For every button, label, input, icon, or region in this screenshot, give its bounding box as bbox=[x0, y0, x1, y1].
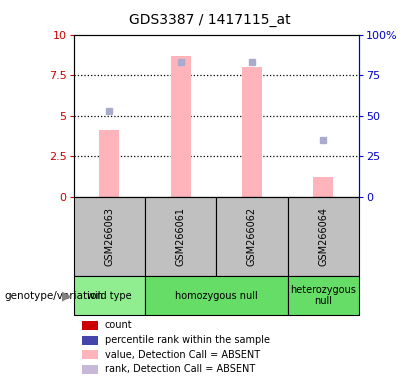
Bar bbox=[82, 336, 98, 344]
Text: GSM266061: GSM266061 bbox=[176, 207, 186, 266]
Bar bbox=[242, 67, 262, 197]
Text: wild type: wild type bbox=[87, 291, 131, 301]
Text: GDS3387 / 1417115_at: GDS3387 / 1417115_at bbox=[129, 13, 291, 27]
Bar bbox=[82, 321, 98, 330]
Bar bbox=[313, 177, 333, 197]
Bar bbox=[145, 197, 216, 276]
Bar bbox=[288, 276, 359, 315]
Text: count: count bbox=[105, 321, 133, 331]
Bar bbox=[82, 365, 98, 374]
Bar bbox=[216, 197, 288, 276]
Text: percentile rank within the sample: percentile rank within the sample bbox=[105, 335, 270, 345]
Text: GSM266063: GSM266063 bbox=[104, 207, 114, 266]
Bar bbox=[145, 276, 288, 315]
Bar bbox=[99, 130, 119, 197]
Bar bbox=[82, 350, 98, 359]
Text: GSM266064: GSM266064 bbox=[318, 207, 328, 266]
Text: rank, Detection Call = ABSENT: rank, Detection Call = ABSENT bbox=[105, 364, 255, 374]
Bar bbox=[171, 56, 191, 197]
Bar bbox=[288, 197, 359, 276]
Text: genotype/variation: genotype/variation bbox=[4, 291, 103, 301]
Bar bbox=[74, 276, 145, 315]
Bar bbox=[74, 197, 145, 276]
Text: GSM266062: GSM266062 bbox=[247, 207, 257, 266]
Text: value, Detection Call = ABSENT: value, Detection Call = ABSENT bbox=[105, 350, 260, 360]
Text: ▶: ▶ bbox=[62, 289, 71, 302]
Text: heterozygous
null: heterozygous null bbox=[291, 285, 356, 306]
Text: homozygous null: homozygous null bbox=[175, 291, 258, 301]
